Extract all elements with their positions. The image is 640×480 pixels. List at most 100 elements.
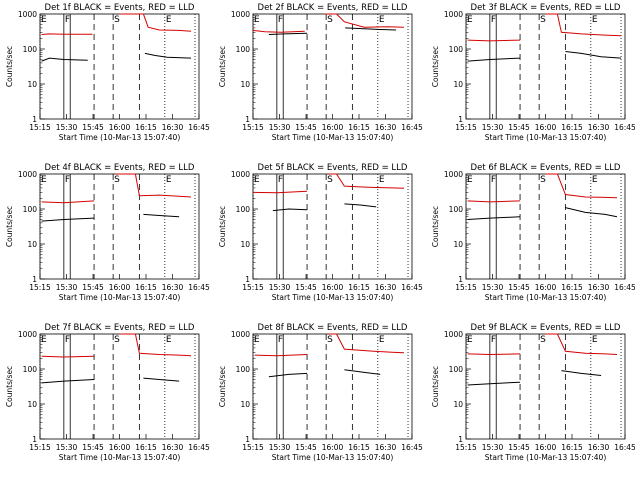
y-tick-label: 100 xyxy=(23,45,38,54)
x-tick-label: 16:15 xyxy=(348,443,370,452)
y-tick-label: 100 xyxy=(23,205,38,214)
lld-series-line xyxy=(467,353,521,356)
y-tick-label: 1 xyxy=(245,275,250,284)
x-tick-label: 16:30 xyxy=(375,123,397,132)
y-axis-label: Counts/sec xyxy=(218,366,227,407)
x-tick-label: 15:30 xyxy=(482,123,504,132)
x-tick-label: 16:00 xyxy=(322,443,344,452)
lld-series-line xyxy=(254,354,308,357)
y-tick-label: 100 xyxy=(236,365,251,374)
x-axis-label: Start Time (10-Mar-13 15:07:40) xyxy=(485,453,607,462)
time-marker-label: E xyxy=(592,175,598,185)
x-tick-label: 15:45 xyxy=(508,123,530,132)
time-marker-label: E xyxy=(379,335,385,345)
time-marker-label: F xyxy=(278,335,283,345)
x-tick-label: 15:30 xyxy=(482,283,504,292)
chart-title: Det 9f BLACK = Events, RED = LLD xyxy=(471,323,621,333)
y-tick-label: 10 xyxy=(240,400,250,409)
time-marker-label: E xyxy=(41,15,47,25)
chart-title: Det 8f BLACK = Events, RED = LLD xyxy=(258,323,408,333)
y-tick-label: 100 xyxy=(23,365,38,374)
x-tick-label: 15:15 xyxy=(455,123,477,132)
time-marker-label: F xyxy=(65,175,70,185)
lld-series-line xyxy=(328,173,405,189)
time-marker-label: E xyxy=(592,335,598,345)
y-tick-label: 1 xyxy=(245,435,250,444)
x-axis-label: Start Time (10-Mar-13 15:07:40) xyxy=(59,453,181,462)
lld-series-line xyxy=(467,200,521,203)
y-tick-label: 100 xyxy=(236,205,251,214)
time-marker-label: S xyxy=(540,175,546,185)
y-tick-label: 1000 xyxy=(231,10,250,19)
events-series-line xyxy=(272,208,308,212)
x-tick-label: 15:45 xyxy=(508,443,530,452)
x-tick-label: 15:45 xyxy=(295,283,317,292)
y-tick-label: 1000 xyxy=(18,330,37,339)
x-tick-label: 15:30 xyxy=(269,443,291,452)
y-tick-label: 10 xyxy=(27,400,37,409)
events-series-line xyxy=(345,27,397,31)
y-axis-label: Counts/sec xyxy=(5,366,14,407)
x-tick-label: 16:00 xyxy=(322,123,344,132)
y-tick-label: 1000 xyxy=(444,10,463,19)
x-tick-label: 16:45 xyxy=(614,443,636,452)
detector-panel-5: Det 5f BLACK = Events, RED = LLD 1 10 100 10… xyxy=(218,163,423,302)
x-tick-label: 16:00 xyxy=(322,283,344,292)
detector-panel-8: Det 8f BLACK = Events, RED = LLD 1 10 100 10… xyxy=(218,323,423,462)
lld-series-line xyxy=(328,333,405,354)
lld-series-line xyxy=(41,200,95,204)
chart-title: Det 6f BLACK = Events, RED = LLD xyxy=(471,163,621,173)
x-tick-label: 16:15 xyxy=(135,283,157,292)
x-tick-label: 16:45 xyxy=(188,443,210,452)
x-tick-label: 16:00 xyxy=(535,283,557,292)
y-tick-label: 10 xyxy=(240,240,250,249)
y-axis-label: Counts/sec xyxy=(431,366,440,407)
time-marker-label: F xyxy=(65,15,70,25)
y-axis-label: Counts/sec xyxy=(5,46,14,87)
time-marker-label: F xyxy=(65,335,70,345)
chart-title: Det 7f BLACK = Events, RED = LLD xyxy=(45,323,195,333)
x-tick-label: 16:30 xyxy=(375,443,397,452)
x-tick-label: 15:45 xyxy=(295,123,317,132)
x-tick-label: 16:30 xyxy=(588,123,610,132)
lld-series-line xyxy=(119,13,192,32)
lld-series-line xyxy=(252,29,305,33)
events-series-line xyxy=(144,52,192,59)
lld-series-line xyxy=(119,333,192,357)
time-marker-label: F xyxy=(491,335,496,345)
events-series-line xyxy=(344,369,381,375)
x-tick-label: 15:15 xyxy=(29,443,51,452)
x-tick-label: 16:30 xyxy=(588,443,610,452)
time-marker-label: S xyxy=(327,335,333,345)
y-axis-label: Counts/sec xyxy=(5,206,14,247)
y-tick-label: 1000 xyxy=(444,170,463,179)
time-marker-label: E xyxy=(592,15,598,25)
x-tick-label: 16:45 xyxy=(614,283,636,292)
y-tick-label: 100 xyxy=(449,45,464,54)
x-axis-label: Start Time (10-Mar-13 15:07:40) xyxy=(59,293,181,302)
x-tick-label: 16:00 xyxy=(535,123,557,132)
x-tick-label: 16:30 xyxy=(162,443,184,452)
x-tick-label: 16:45 xyxy=(401,443,423,452)
x-tick-label: 16:00 xyxy=(109,123,131,132)
time-marker-label: S xyxy=(540,15,546,25)
time-marker-label: E xyxy=(41,175,47,185)
x-tick-label: 16:45 xyxy=(401,283,423,292)
events-series-line xyxy=(268,372,308,378)
x-tick-label: 15:15 xyxy=(242,123,264,132)
lld-series-line xyxy=(252,190,308,194)
events-series-line xyxy=(268,32,308,35)
x-axis-label: Start Time (10-Mar-13 15:07:40) xyxy=(485,133,607,142)
x-tick-label: 15:30 xyxy=(269,283,291,292)
x-tick-label: 16:15 xyxy=(561,283,583,292)
detector-panel-3: Det 3f BLACK = Events, RED = LLD 1 10 100 10… xyxy=(431,3,636,142)
x-tick-label: 16:00 xyxy=(109,283,131,292)
lld-series-line xyxy=(41,33,93,35)
x-tick-label: 16:45 xyxy=(614,123,636,132)
x-tick-label: 16:15 xyxy=(561,443,583,452)
y-tick-label: 1 xyxy=(32,435,37,444)
y-tick-label: 100 xyxy=(449,205,464,214)
events-series-line xyxy=(41,379,95,384)
chart-title: Det 2f BLACK = Events, RED = LLD xyxy=(258,3,408,13)
events-series-line xyxy=(565,51,622,59)
